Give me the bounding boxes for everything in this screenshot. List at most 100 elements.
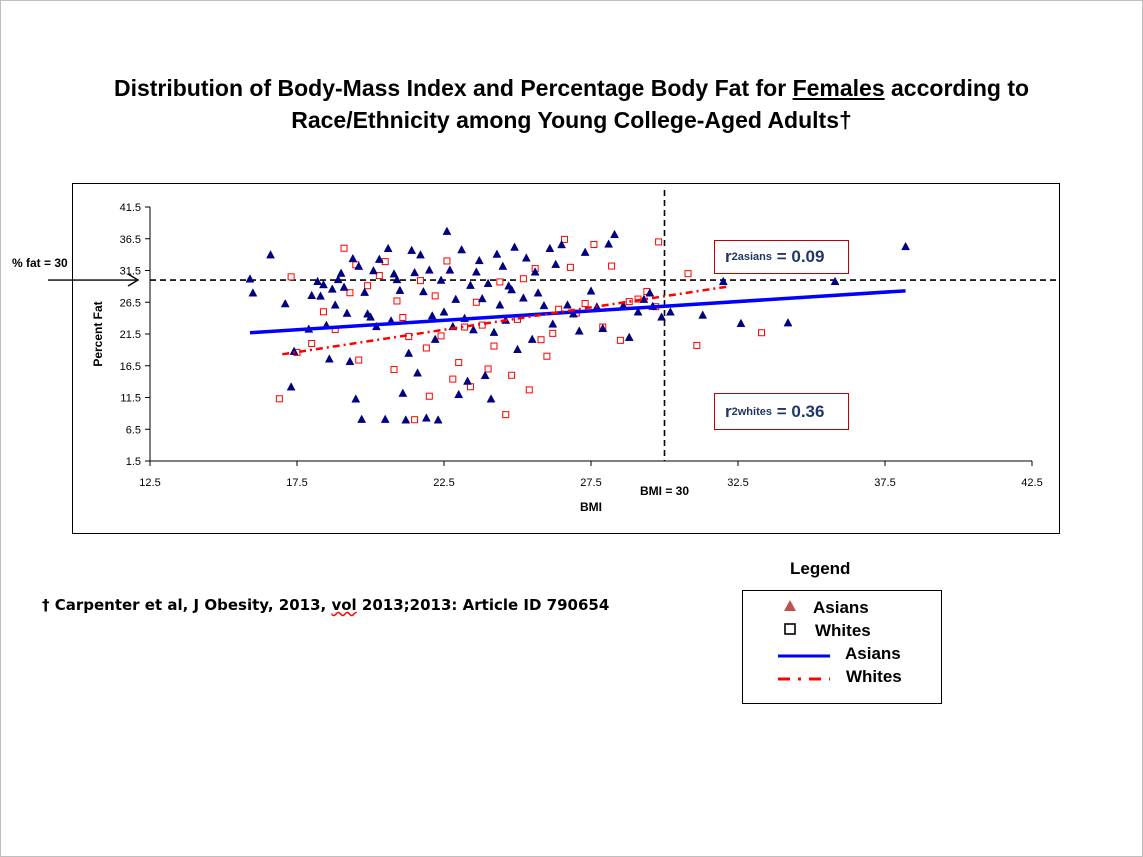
asians-point xyxy=(901,241,910,251)
asians-point xyxy=(280,298,290,308)
asians-point xyxy=(604,239,614,248)
r2-whites-sup: 2 xyxy=(731,405,738,418)
asians-point xyxy=(436,275,446,284)
whites-point xyxy=(496,278,504,286)
asians-point xyxy=(398,388,408,397)
asians-point xyxy=(395,285,405,294)
whites-point xyxy=(443,257,451,265)
whites-point xyxy=(590,240,598,248)
asians-point xyxy=(439,307,449,316)
r2-asians-sup: 2 xyxy=(731,251,738,263)
legend xyxy=(742,590,942,704)
r2-asians-value: = 0.09 xyxy=(772,247,825,266)
asians-point xyxy=(830,276,840,286)
whites-point xyxy=(375,272,383,280)
whites-point xyxy=(319,308,327,316)
asians-point xyxy=(360,287,370,296)
asians-point xyxy=(468,325,478,334)
asians-point xyxy=(351,394,361,403)
whites-point xyxy=(581,300,589,308)
asians-point xyxy=(657,312,666,321)
asians-point xyxy=(286,382,296,391)
y-tick-label: 41.5 xyxy=(120,202,141,214)
asians-point xyxy=(495,300,505,309)
asians-point xyxy=(457,245,467,254)
asians-point xyxy=(307,290,317,300)
title-part1: Distribution of Body-Mass Index and Perc… xyxy=(113,75,793,101)
whites-point xyxy=(422,344,430,352)
y-axis-label: Percent Fat xyxy=(91,301,105,366)
r2-whites-box: r 2 whites = 0.36 xyxy=(714,393,849,430)
asians-point xyxy=(366,312,375,321)
r2-asians-r: r xyxy=(725,247,732,266)
asians-point xyxy=(313,276,322,286)
asians-point xyxy=(413,368,422,377)
whites-point xyxy=(608,262,616,270)
asians-point xyxy=(416,250,425,259)
whites-point xyxy=(484,365,492,373)
legend-title: Legend xyxy=(790,559,851,578)
reference-lines xyxy=(48,190,1056,461)
asians-points xyxy=(245,226,910,424)
asians-point xyxy=(518,293,528,302)
asians-point xyxy=(610,229,619,239)
legend-label-asians-marker: Asians xyxy=(813,598,869,617)
asians-point xyxy=(339,282,349,291)
asians-point xyxy=(507,285,517,294)
fat-30-label: % fat = 30 xyxy=(12,256,68,270)
asians-point xyxy=(451,294,461,303)
y-tick-label: 26.5 xyxy=(120,297,141,309)
fat-30-arrow-head xyxy=(127,273,140,287)
asians-point xyxy=(498,261,508,270)
footnote-squiggle-word: vol xyxy=(331,596,357,614)
asians-point xyxy=(580,247,590,256)
asians-point xyxy=(327,284,337,293)
axis-labels: 41.5 36.5 31.5 26.5 21.5 16.5 11.5 6.5 1.5 12.5 17… xyxy=(12,202,1043,514)
footnote-suffix: 2013;2013: Article ID 790654 xyxy=(356,596,610,614)
asians-point xyxy=(383,243,393,253)
x-tick-label: 22.5 xyxy=(433,477,454,489)
footnote: † Carpenter et al, J Obesity, 2013, vol … xyxy=(42,596,609,614)
y-tick-label: 21.5 xyxy=(120,329,141,341)
asians-point xyxy=(633,307,643,316)
whites-point xyxy=(693,341,701,349)
bmi-30-label: BMI = 30 xyxy=(640,484,689,498)
asians-point xyxy=(392,274,402,284)
asians-point xyxy=(563,300,572,309)
asians-point xyxy=(474,255,484,265)
r2-asians-sub: asians xyxy=(737,251,772,263)
whites-point xyxy=(472,298,480,306)
asians-point xyxy=(557,239,567,249)
whites-trend-line xyxy=(282,285,730,356)
asians-point xyxy=(342,308,352,317)
asians-point xyxy=(736,318,746,327)
asians-point xyxy=(483,278,493,287)
asians-point xyxy=(586,286,596,295)
asians-point xyxy=(348,253,358,263)
asians-point xyxy=(513,344,522,353)
whites-point xyxy=(364,282,372,290)
y-tick-label: 16.5 xyxy=(120,361,141,373)
x-tick-label: 37.5 xyxy=(874,477,895,489)
whites-point xyxy=(431,292,439,300)
asians-point xyxy=(486,394,496,403)
asians-point xyxy=(427,311,437,320)
asians-point xyxy=(698,310,708,319)
asians-point xyxy=(718,276,728,286)
r2-whites-sub: whites xyxy=(737,405,772,418)
legend-triangle-icon xyxy=(784,600,796,611)
title-line2: Race/Ethnicity among Young College-Aged … xyxy=(291,107,852,133)
asians-point xyxy=(530,267,540,276)
asians-point xyxy=(454,389,464,399)
asians-point xyxy=(442,226,452,235)
asians-point xyxy=(527,334,537,343)
asians-point xyxy=(369,265,378,275)
asians-point xyxy=(374,254,384,263)
x-axis-label: BMI xyxy=(580,500,602,514)
asians-point xyxy=(354,261,364,270)
asians-point xyxy=(492,249,502,258)
whites-point xyxy=(346,289,354,297)
whites-point xyxy=(437,332,445,340)
y-tick-label: 6.5 xyxy=(126,424,141,436)
